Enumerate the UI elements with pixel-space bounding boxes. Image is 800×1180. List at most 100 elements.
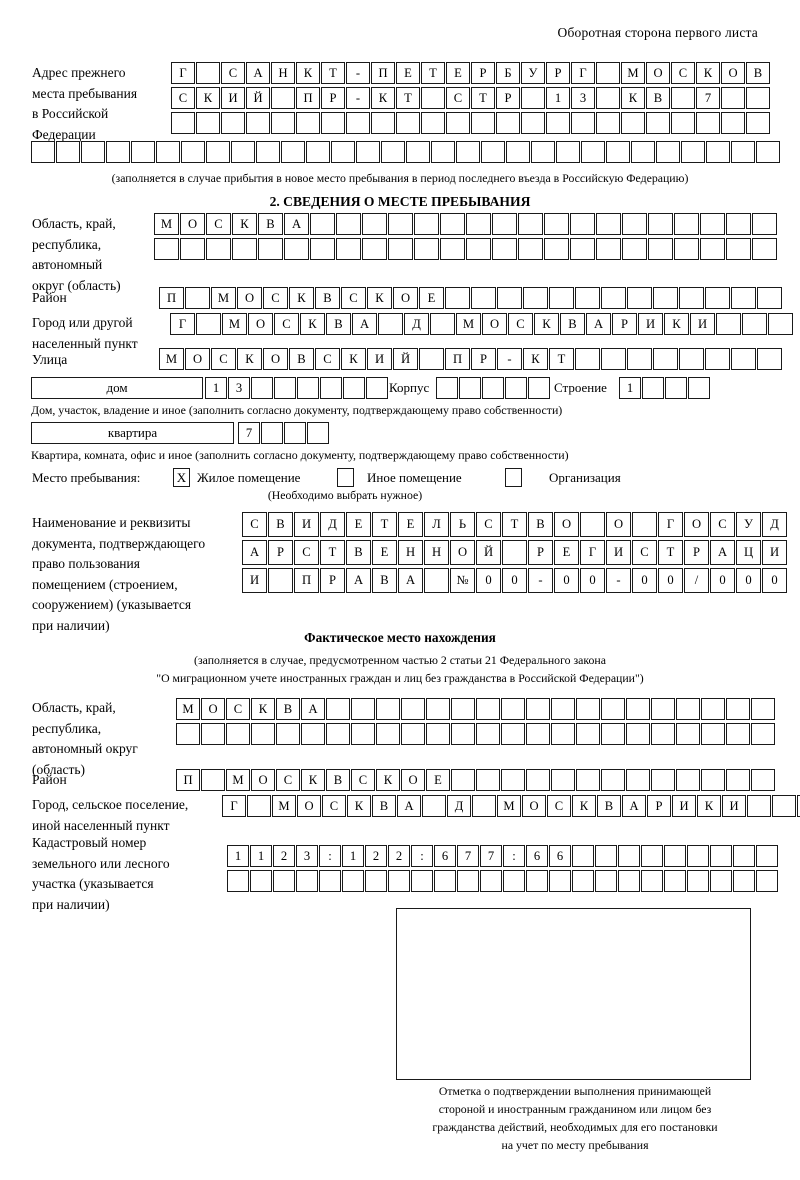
confirmation-stamp-box[interactable] [396,908,751,1080]
char-cell[interactable] [521,112,545,134]
char-cell[interactable]: О [248,313,273,335]
char-cell[interactable] [752,238,777,260]
char-cell[interactable] [679,287,704,309]
char-cell[interactable]: В [276,698,300,720]
char-cell[interactable]: А [398,568,423,593]
char-cell[interactable]: Г [170,313,195,335]
char-cell[interactable] [596,112,620,134]
char-cell[interactable]: Г [171,62,195,84]
char-cell[interactable] [653,348,678,370]
char-cell[interactable]: К [697,795,721,817]
char-cell[interactable] [721,112,745,134]
char-cell[interactable] [601,723,625,745]
char-cell[interactable] [466,238,491,260]
char-cell[interactable]: В [560,313,585,335]
char-cell[interactable] [319,870,341,892]
char-cell[interactable]: : [411,845,433,867]
char-cell[interactable] [459,377,481,399]
char-cell[interactable] [681,141,705,163]
char-cell[interactable] [631,141,655,163]
char-cell[interactable] [674,213,699,235]
char-cell[interactable] [261,422,283,444]
char-cell[interactable] [626,698,650,720]
stroenie-cells[interactable]: 1 [619,377,710,399]
char-cell[interactable] [310,238,335,260]
char-cell[interactable]: 7 [696,87,720,109]
char-cell[interactable] [226,723,250,745]
actual-region-row-2[interactable] [176,723,775,745]
char-cell[interactable]: Е [426,769,450,791]
char-cell[interactable] [751,723,775,745]
char-cell[interactable]: Р [268,540,293,565]
char-cell[interactable]: 6 [434,845,456,867]
char-cell[interactable]: Р [471,348,496,370]
char-cell[interactable] [296,870,318,892]
char-cell[interactable]: И [762,540,787,565]
char-cell[interactable] [156,141,180,163]
char-cell[interactable] [356,141,380,163]
char-cell[interactable]: Р [471,62,495,84]
char-cell[interactable] [482,377,504,399]
char-cell[interactable]: И [294,512,319,537]
char-cell[interactable]: С [632,540,657,565]
char-cell[interactable]: В [597,795,621,817]
char-cell[interactable] [326,723,350,745]
char-cell[interactable] [430,313,455,335]
section2-region-row-2[interactable] [154,238,777,260]
char-cell[interactable] [456,141,480,163]
char-cell[interactable]: О [297,795,321,817]
char-cell[interactable]: А [246,62,270,84]
checkbox-organizaciya[interactable] [505,468,522,487]
char-cell[interactable] [336,213,361,235]
char-cell[interactable]: П [176,769,200,791]
char-cell[interactable] [580,512,605,537]
char-cell[interactable] [648,213,673,235]
char-cell[interactable] [601,698,625,720]
char-cell[interactable]: И [367,348,392,370]
char-cell[interactable]: Г [222,795,246,817]
char-cell[interactable]: В [646,87,670,109]
char-cell[interactable] [731,348,756,370]
char-cell[interactable] [422,795,446,817]
char-cell[interactable]: 0 [554,568,579,593]
char-cell[interactable] [445,287,470,309]
char-cell[interactable] [688,377,710,399]
char-cell[interactable]: К [572,795,596,817]
char-cell[interactable] [251,377,273,399]
char-cell[interactable] [576,769,600,791]
char-cell[interactable] [401,698,425,720]
char-cell[interactable] [622,238,647,260]
char-cell[interactable]: Т [549,348,574,370]
char-cell[interactable]: В [746,62,770,84]
char-cell[interactable]: А [397,795,421,817]
char-cell[interactable] [196,112,220,134]
char-cell[interactable]: О [180,213,205,235]
char-cell[interactable]: 3 [571,87,595,109]
char-cell[interactable]: / [684,568,709,593]
char-cell[interactable] [570,213,595,235]
char-cell[interactable] [747,795,771,817]
char-cell[interactable]: Е [372,540,397,565]
checkbox-inoe[interactable] [337,468,354,487]
char-cell[interactable]: К [232,213,257,235]
char-cell[interactable]: В [315,287,340,309]
char-cell[interactable] [531,141,555,163]
char-cell[interactable]: 1 [227,845,249,867]
char-cell[interactable] [446,112,470,134]
char-cell[interactable] [521,87,545,109]
char-cell[interactable] [472,795,496,817]
char-cell[interactable]: И [638,313,663,335]
char-cell[interactable] [572,845,594,867]
char-cell[interactable] [421,87,445,109]
char-cell[interactable] [518,238,543,260]
char-cell[interactable] [306,141,330,163]
char-cell[interactable] [757,348,782,370]
char-cell[interactable]: Р [612,313,637,335]
char-cell[interactable] [526,870,548,892]
char-cell[interactable] [371,112,395,134]
char-cell[interactable]: Т [502,512,527,537]
korpus-cells[interactable] [436,377,550,399]
